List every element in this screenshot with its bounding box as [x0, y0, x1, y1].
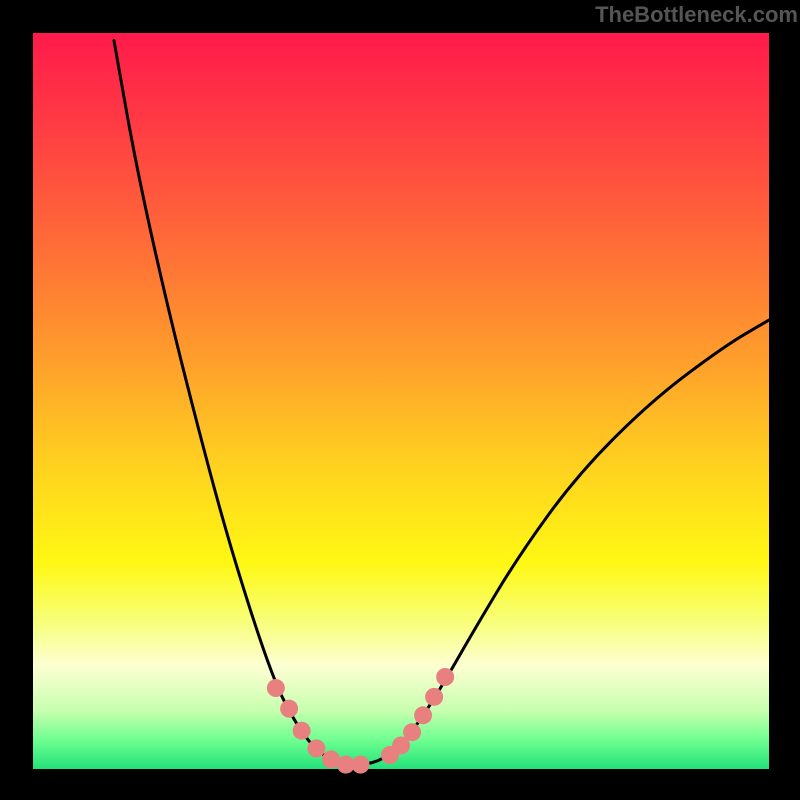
datum-marker: [436, 668, 454, 686]
datum-marker: [307, 739, 325, 757]
bottleneck-chart: [0, 0, 800, 800]
datum-marker: [414, 706, 432, 724]
datum-marker: [267, 679, 285, 697]
datum-marker: [352, 756, 370, 774]
datum-marker: [403, 723, 421, 741]
gradient-background: [33, 33, 769, 769]
watermark-text: TheBottleneck.com: [595, 2, 798, 28]
datum-marker: [293, 722, 311, 740]
datum-marker: [425, 688, 443, 706]
chart-frame: TheBottleneck.com: [0, 0, 800, 800]
datum-marker: [280, 700, 298, 718]
